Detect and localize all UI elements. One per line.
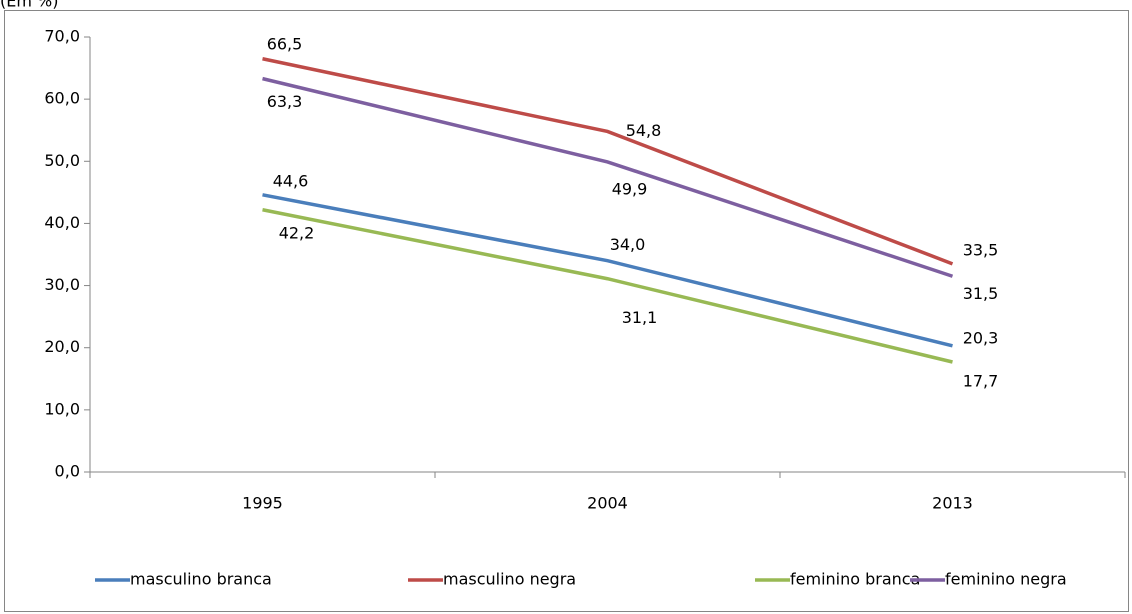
- series-line: [262, 208, 953, 364]
- data-label: 20,3: [963, 328, 999, 347]
- x-tick-label: 2004: [587, 494, 628, 513]
- x-tick-label: 1995: [242, 494, 283, 513]
- y-tick-label: 50,0: [44, 151, 80, 170]
- data-label: 54,8: [626, 121, 662, 140]
- data-label: 49,9: [612, 179, 648, 198]
- chart-title: (Em %): [0, 0, 58, 11]
- data-label: 33,5: [963, 240, 999, 259]
- y-tick-label: 40,0: [44, 213, 80, 232]
- data-label: 17,7: [963, 372, 999, 391]
- x-tick-label: 2013: [932, 494, 973, 513]
- data-label: 63,3: [267, 92, 303, 111]
- data-label: 66,5: [267, 34, 303, 53]
- legend-label: masculino branca: [130, 570, 272, 589]
- y-tick-label: 60,0: [44, 89, 80, 108]
- data-label: 44,6: [273, 171, 309, 190]
- legend-label: feminino branca: [790, 570, 920, 589]
- data-label: 42,2: [279, 223, 315, 242]
- series-line: [262, 193, 953, 348]
- y-tick-label: 70,0: [44, 27, 80, 46]
- data-label: 31,1: [622, 308, 658, 327]
- series-line: [262, 57, 954, 266]
- data-label: 31,5: [963, 284, 999, 303]
- legend-label: feminino negra: [945, 570, 1067, 589]
- y-tick-label: 10,0: [44, 399, 80, 418]
- y-tick-label: 0,0: [55, 462, 80, 481]
- legend-label: masculino negra: [443, 570, 576, 589]
- chart-border: [4, 10, 1129, 612]
- data-label: 34,0: [610, 235, 646, 254]
- y-tick-label: 30,0: [44, 275, 80, 294]
- y-tick-label: 20,0: [44, 337, 80, 356]
- series-line: [262, 76, 954, 278]
